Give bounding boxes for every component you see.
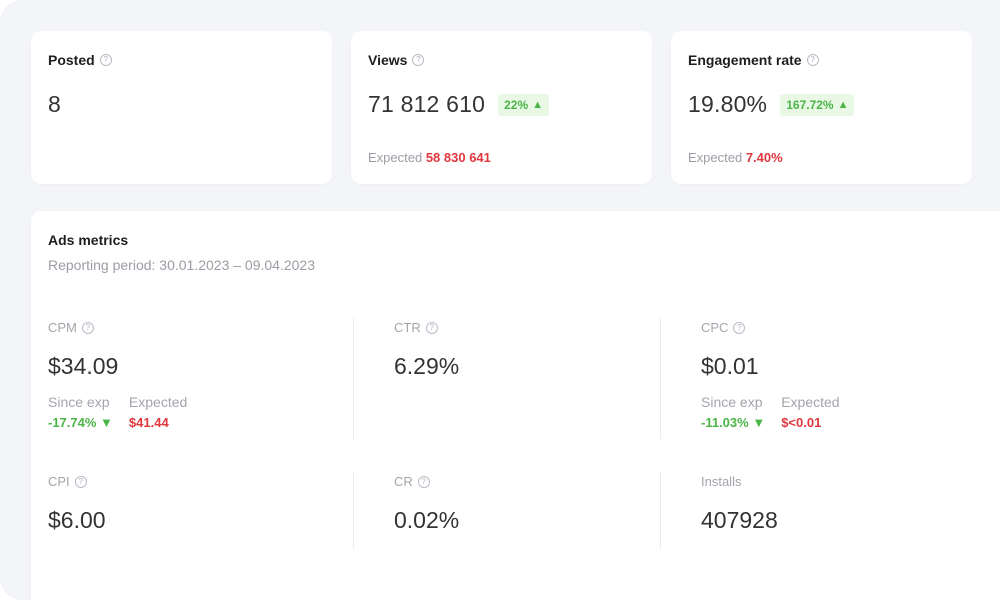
ads-metrics-card: Ads metrics Reporting period: 30.01.2023… <box>31 211 1000 611</box>
cpc-value: $0.01 <box>701 353 759 379</box>
views-title: Views <box>368 52 408 68</box>
metric-cpm: CPM ? $34.09 Since exp -17.74% ▼ Expecte… <box>48 320 187 430</box>
help-icon[interactable]: ? <box>412 54 425 66</box>
cpm-since-label: Since exp <box>48 394 110 410</box>
views-expected-value: 58 830 641 <box>425 150 491 165</box>
views-growth-value: 22% <box>504 97 529 112</box>
arrow-down-icon: ▼ <box>100 415 113 430</box>
cpc-expected-value: $<0.01 <box>781 415 822 430</box>
help-icon[interactable]: ? <box>806 54 819 66</box>
ads-metrics-title: Ads metrics <box>48 232 129 248</box>
arrow-down-icon: ▼ <box>752 415 766 430</box>
cpc-since-number: -11.03% <box>701 415 749 430</box>
engagement-card: Engagement rate ? 19.80% 167.72% ▲ Expec… <box>671 31 972 184</box>
engagement-value: 19.80% <box>688 91 768 117</box>
reporting-period: Reporting period: 30.01.2023 – 09.04.202… <box>48 257 315 273</box>
engagement-expected-label: Expected <box>688 150 743 165</box>
metric-cr: CR ? 0.02% <box>394 474 459 534</box>
cpm-value: $34.09 <box>48 353 119 379</box>
metric-installs: Installs 407928 <box>701 474 778 534</box>
engagement-growth-badge: 167.72% ▲ <box>780 93 855 116</box>
ctr-value: 6.29% <box>394 353 460 379</box>
column-divider <box>660 471 661 549</box>
views-value: 71 812 610 <box>368 91 486 117</box>
metric-ctr: CTR ? 6.29% <box>394 320 459 380</box>
column-divider <box>353 317 354 439</box>
cpi-value: $6.00 <box>48 507 106 533</box>
views-expected: Expected 58 830 641 <box>368 150 491 165</box>
help-icon[interactable]: ? <box>81 321 94 334</box>
cpc-expected-label: Expected <box>781 394 840 410</box>
views-expected-label: Expected <box>368 150 423 165</box>
metric-cpi: CPI ? $6.00 <box>48 474 106 534</box>
cr-label: CR <box>394 474 413 489</box>
engagement-expected-value: 7.40% <box>745 150 783 165</box>
views-growth-badge: 22% ▲ <box>498 93 550 116</box>
help-icon[interactable]: ? <box>74 475 87 488</box>
cpm-expected-label: Expected <box>128 394 188 410</box>
cpc-label: CPC <box>701 320 729 335</box>
installs-label: Installs <box>701 474 742 489</box>
cpc-since-value: -11.03% ▼ <box>701 415 765 430</box>
cpm-expected-value: $41.44 <box>128 415 169 430</box>
arrow-up-icon: ▲ <box>837 98 849 111</box>
posted-title: Posted <box>48 52 95 68</box>
cr-value: 0.02% <box>394 507 460 533</box>
column-divider <box>660 317 661 439</box>
engagement-growth-value: 167.72% <box>786 97 834 112</box>
help-icon[interactable]: ? <box>99 54 112 66</box>
engagement-expected: Expected 7.40% <box>688 150 783 165</box>
column-divider <box>353 471 354 549</box>
cpi-label: CPI <box>48 474 70 489</box>
arrow-up-icon: ▲ <box>532 98 544 111</box>
help-icon[interactable]: ? <box>425 321 438 334</box>
engagement-title: Engagement rate <box>688 52 802 68</box>
posted-value: 8 <box>48 91 61 117</box>
installs-value: 407928 <box>701 507 778 533</box>
views-card: Views ? 71 812 610 22% ▲ Expected 58 830… <box>351 31 652 184</box>
cpm-since-number: -17.74% <box>48 415 97 430</box>
metric-cpc: CPC ? $0.01 Since exp -11.03% ▼ Expected… <box>701 320 840 430</box>
posted-card: Posted ? 8 <box>31 31 332 184</box>
cpc-since-label: Since exp <box>701 394 763 410</box>
cpm-label: CPM <box>48 320 77 335</box>
help-icon[interactable]: ? <box>417 475 430 488</box>
help-icon[interactable]: ? <box>733 321 746 334</box>
ctr-label: CTR <box>394 320 421 335</box>
cpm-since-value: -17.74% ▼ <box>48 415 113 430</box>
